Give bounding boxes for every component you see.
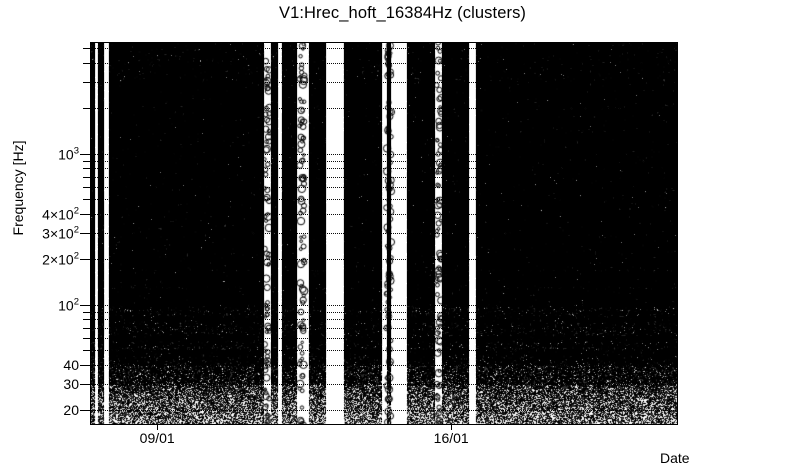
y-axis-minor-tick — [83, 177, 90, 179]
y-axis-minor-tick — [83, 168, 90, 170]
y-axis-tick — [80, 232, 90, 234]
y-axis-tick-label: 102 — [58, 296, 79, 314]
x-axis-tick — [157, 425, 159, 430]
y-axis-minor-tick — [83, 62, 90, 64]
y-axis-tick — [80, 153, 90, 155]
x-axis-tick — [451, 425, 453, 430]
y-axis-minor-tick — [83, 81, 90, 83]
y-axis-minor-tick — [83, 108, 90, 110]
y-axis-tick — [80, 383, 90, 385]
y-axis-tick-label: 30 — [63, 375, 79, 392]
y-axis-minor-tick — [83, 187, 90, 189]
x-axis-tick-label: 09/01 — [139, 430, 175, 446]
y-axis-label: Frequency [Hz] — [10, 140, 26, 236]
y-axis-tick-label: 4×102 — [42, 205, 79, 223]
scatter-overlay — [90, 42, 678, 425]
y-axis-minor-tick — [83, 199, 90, 201]
y-axis-tick-label: 3×102 — [42, 224, 79, 242]
y-axis-tick — [80, 364, 90, 366]
y-axis-minor-tick — [83, 311, 90, 313]
y-axis-tick-label: 40 — [63, 356, 79, 373]
chart-title: V1:Hrec_hoft_16384Hz (clusters) — [278, 4, 527, 22]
y-axis-tick-label: 20 — [63, 402, 79, 419]
y-axis-tick — [80, 213, 90, 215]
y-axis-tick — [80, 304, 90, 306]
x-axis-label: Date — [660, 450, 690, 466]
y-axis-tick — [80, 410, 90, 412]
y-axis-minor-tick — [83, 160, 90, 162]
y-axis-minor-tick — [83, 328, 90, 330]
y-axis-tick-label: 2×102 — [42, 251, 79, 268]
x-axis-tick-label: 16/01 — [433, 430, 469, 446]
y-axis-minor-tick — [83, 338, 90, 340]
y-axis-minor-tick — [83, 350, 90, 352]
y-axis-minor-tick — [83, 319, 90, 321]
y-axis-tick — [80, 259, 90, 261]
y-axis-minor-tick — [83, 48, 90, 50]
plot-area — [90, 42, 678, 425]
y-axis-tick-label: 103 — [58, 145, 79, 163]
